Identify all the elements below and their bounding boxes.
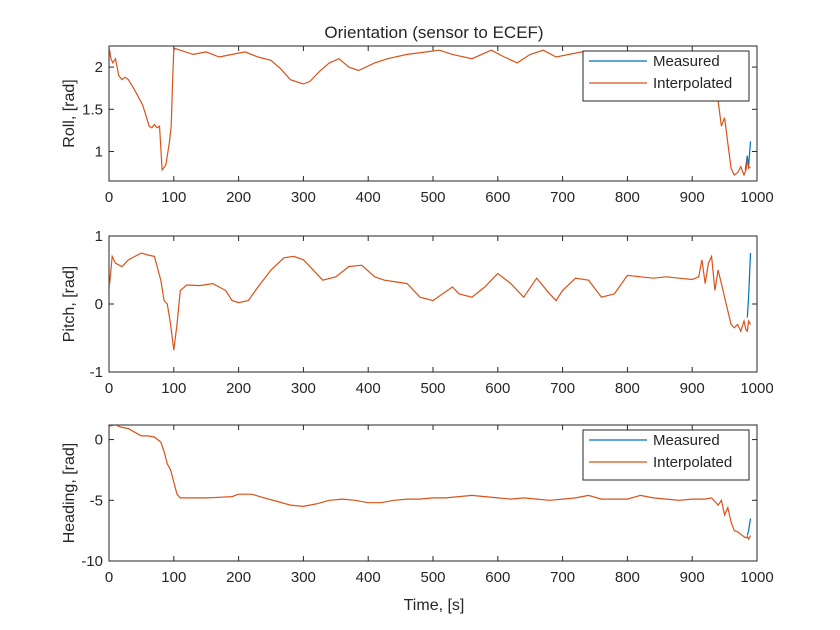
x-tick-label: 800	[615, 380, 640, 397]
x-tick-label: 600	[485, 569, 510, 586]
chart-title: Orientation (sensor to ECEF)	[324, 23, 543, 42]
x-tick-label: 300	[291, 380, 316, 397]
x-tick-label: 0	[105, 569, 113, 586]
x-tick-label: 900	[680, 380, 705, 397]
x-tick-label: 0	[105, 189, 113, 206]
x-tick-label: 200	[226, 380, 251, 397]
x-tick-label: 700	[550, 569, 575, 586]
measured-series-line	[746, 518, 752, 536]
legend-label-interpolated: Interpolated	[653, 75, 732, 92]
y-tick-label: 0	[95, 432, 103, 449]
x-tick-label: 400	[356, 380, 381, 397]
y-tick-label: -1	[90, 364, 103, 381]
x-tick-label: 1000	[740, 380, 773, 397]
x-tick-label: 400	[356, 189, 381, 206]
y-tick-label: 1.5	[82, 101, 103, 118]
interpolated-series-line	[109, 252, 752, 351]
x-tick-label: 500	[420, 569, 445, 586]
x-tick-label: 0	[105, 380, 113, 397]
heading-y-axis-label: Heading, [rad]	[61, 443, 78, 544]
x-axis-label: Time, [s]	[404, 597, 465, 614]
roll-subplot: 0 100 200 300 400 500 600 700 800 900 1000 1 1.5 2 Ro…	[61, 45, 774, 206]
x-tick-label: 300	[291, 189, 316, 206]
x-tick-label: 1000	[740, 189, 773, 206]
x-tick-label: 100	[161, 569, 186, 586]
x-tick-label: 900	[680, 569, 705, 586]
legend-label-interpolated: Interpolated	[653, 454, 732, 471]
x-tick-label: 600	[485, 380, 510, 397]
pitch-y-axis-label: Pitch, [rad]	[61, 266, 78, 342]
y-tick-label: -10	[81, 553, 103, 570]
roll-y-axis-label: Roll, [rad]	[61, 79, 78, 147]
x-tick-label: 400	[356, 569, 381, 586]
roll-legend: Measured Interpolated	[582, 50, 750, 102]
y-tick-label: 1	[95, 228, 103, 245]
legend-label-measured: Measured	[653, 432, 720, 449]
heading-legend: Measured Interpolated	[582, 429, 750, 481]
x-tick-label: 1000	[740, 569, 773, 586]
x-tick-label: 200	[226, 569, 251, 586]
y-tick-label: 2	[95, 59, 103, 76]
roll-legend-box	[582, 50, 750, 102]
x-tick-label: 500	[420, 189, 445, 206]
measured-series-line	[746, 252, 752, 318]
x-tick-label: 700	[550, 380, 575, 397]
x-tick-label: 500	[420, 380, 445, 397]
x-tick-label: 800	[615, 569, 640, 586]
y-tick-label: 1	[95, 143, 103, 160]
y-tick-label: -5	[90, 492, 103, 509]
axes-box	[108, 235, 758, 373]
x-tick-label: 100	[161, 380, 186, 397]
heading-subplot: 0 100 200 300 400 500 600 700 800 900 1000 -10 -5 0 H…	[61, 424, 774, 586]
x-tick-label: 100	[161, 189, 186, 206]
interpolated-series-line	[109, 425, 752, 541]
heading-legend-box	[582, 429, 750, 481]
x-tick-label: 200	[226, 189, 251, 206]
x-tick-label: 900	[680, 189, 705, 206]
x-tick-label: 700	[550, 189, 575, 206]
x-tick-label: 300	[291, 569, 316, 586]
pitch-subplot: 0 100 200 300 400 500 600 700 800 900 1000-101 Pit…	[61, 228, 774, 397]
y-tick-label: 0	[95, 296, 103, 313]
x-tick-label: 800	[615, 189, 640, 206]
x-tick-label: 600	[485, 189, 510, 206]
legend-label-measured: Measured	[653, 53, 720, 70]
pitch-plot-area: 0 100 200 300 400 500 600 700 800 900 1000-101	[90, 228, 774, 397]
